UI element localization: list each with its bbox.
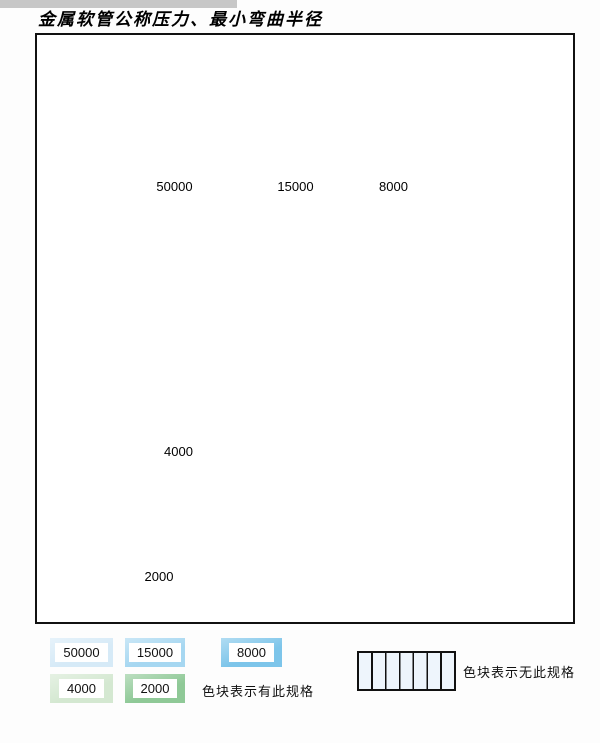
cycle-count-label-50000: 50000 (146, 176, 203, 197)
legend-swatch-label: 2000 (132, 679, 178, 698)
legend-no-spec-text: 色块表示无此规格 (463, 665, 576, 680)
scan-artifact-bar (0, 0, 237, 8)
cycle-count-label-15000: 15000 (267, 176, 324, 197)
cycle-count-label-2000: 2000 (131, 566, 187, 587)
legend-no-spec-swatch (357, 651, 456, 691)
legend-swatch-label: 8000 (229, 643, 274, 662)
table-outer-border (35, 33, 575, 624)
legend-swatch-label: 15000 (128, 643, 182, 662)
cycle-count-label-8000: 8000 (368, 176, 419, 197)
cycle-count-label-4000: 4000 (151, 441, 206, 462)
legend-swatch-4000: 4000 (50, 674, 113, 703)
legend-has-spec-text: 色块表示有此规格 (202, 684, 315, 699)
legend-swatch-2000: 2000 (125, 674, 185, 703)
legend-swatch-label: 50000 (55, 643, 108, 662)
legend-swatch-15000: 15000 (125, 638, 185, 667)
page-title: 金属软管公称压力、最小弯曲半径 (38, 10, 323, 30)
legend-swatch-50000: 50000 (50, 638, 113, 667)
legend-swatch-8000: 8000 (221, 638, 282, 667)
legend-swatch-label: 4000 (59, 679, 104, 698)
